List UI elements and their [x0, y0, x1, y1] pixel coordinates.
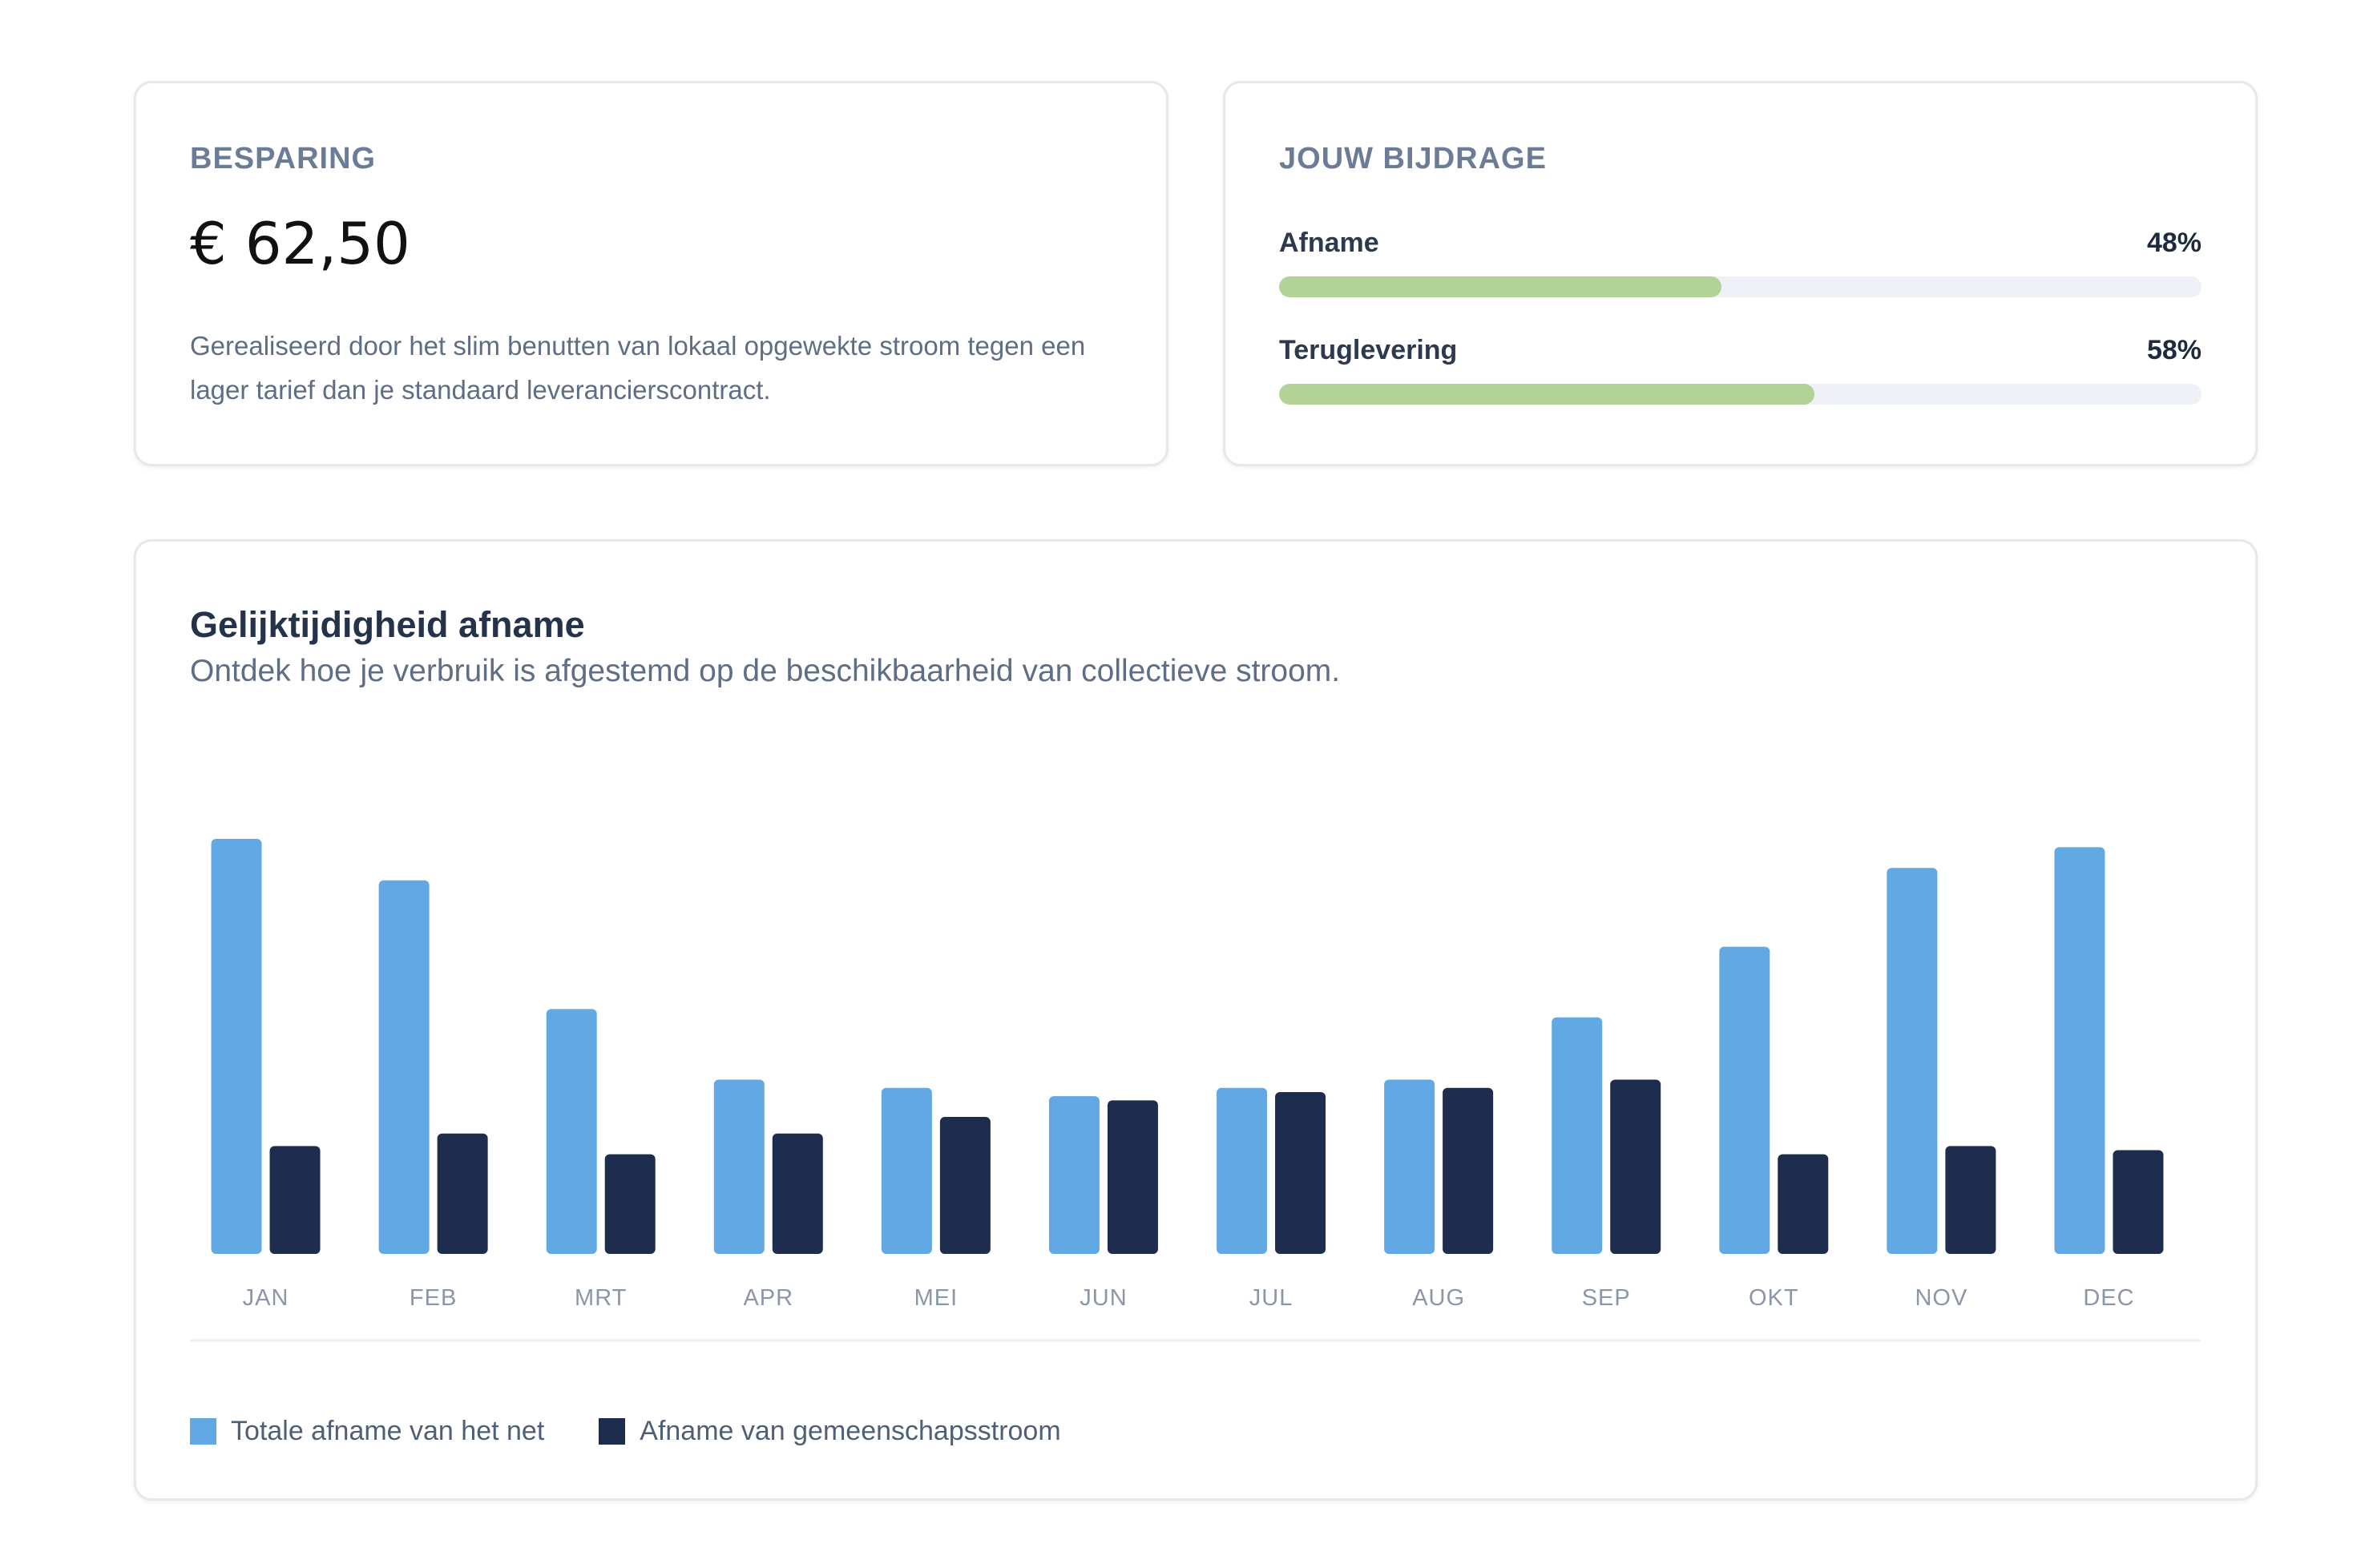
teruglevering-progress-track: [1279, 384, 2202, 405]
teruglevering-label: Teruglevering: [1279, 335, 1458, 365]
savings-label: BESPARING: [190, 142, 377, 175]
bar-chart: JAN FEB MRT APR MEI JUN JUL AUG SEP OKT NOV DEC: [190, 839, 2201, 1342]
bar-nov-total: [1887, 868, 1938, 1254]
bar-jan-community: [269, 1146, 321, 1254]
x-tick-label-jun: JUN: [1080, 1285, 1127, 1311]
afname-progress-fill: [1279, 276, 1722, 297]
legend-swatch-total: [190, 1418, 216, 1445]
x-tick-label-mrt: MRT: [575, 1285, 627, 1311]
legend-label-community: Afname van gemeenschapsstroom: [640, 1416, 1061, 1446]
legend-swatch-community: [599, 1418, 626, 1445]
bar-jul-community: [1275, 1091, 1326, 1254]
x-tick-label-dec: DEC: [2083, 1285, 2134, 1311]
teruglevering-progress-fill: [1279, 384, 1814, 405]
bar-feb-community: [437, 1133, 488, 1254]
bar-sep-community: [1610, 1079, 1661, 1254]
bar-apr-total: [713, 1079, 765, 1254]
x-tick-label-sep: SEP: [1582, 1285, 1631, 1311]
x-tick-label-apr: APR: [743, 1285, 793, 1311]
bar-okt-total: [1719, 946, 1770, 1254]
bar-sep-total: [1552, 1017, 1603, 1254]
bar-aug-total: [1384, 1079, 1435, 1254]
x-tick-label-okt: OKT: [1749, 1285, 1799, 1311]
x-tick-label-feb: FEB: [410, 1285, 457, 1311]
bar-feb-total: [378, 880, 430, 1254]
bar-mei-total: [881, 1087, 932, 1254]
contribution-card: JOUW BIJDRAGE Afname 48% Teruglevering 5…: [1223, 81, 2258, 466]
afname-label: Afname: [1279, 228, 1379, 258]
contribution-label: JOUW BIJDRAGE: [1279, 142, 1547, 175]
savings-amount: € 62,50: [190, 210, 410, 277]
teruglevering-percent: 58%: [2146, 335, 2202, 365]
x-tick-label-aug: AUG: [1412, 1285, 1465, 1311]
legend-label-total: Totale afname van het net: [231, 1416, 545, 1446]
x-tick-label-jul: JUL: [1249, 1285, 1293, 1311]
bar-nov-community: [1945, 1146, 1996, 1254]
afname-progress-track: [1279, 276, 2202, 297]
bar-mei-community: [939, 1117, 991, 1254]
x-tick-label-mei: MEI: [914, 1285, 958, 1311]
legend-item-total: Totale afname van het net: [190, 1416, 544, 1447]
chart-legend: Totale afname van het net Afname van gem…: [190, 1416, 1116, 1447]
bar-apr-community: [772, 1133, 823, 1254]
x-tick-label-jan: JAN: [243, 1285, 289, 1311]
bar-mrt-total: [546, 1009, 597, 1254]
bar-jan-total: [211, 839, 262, 1254]
afname-percent: 48%: [2146, 228, 2202, 258]
bar-jun-total: [1048, 1096, 1100, 1254]
legend-item-community: Afname van gemeenschapsstroom: [599, 1416, 1061, 1447]
bar-mrt-community: [604, 1154, 656, 1254]
bar-jul-total: [1217, 1087, 1268, 1254]
x-tick-label-nov: NOV: [1915, 1285, 1967, 1311]
bar-dec-total: [2054, 847, 2105, 1254]
savings-card: BESPARING € 62,50 Gerealiseerd door het …: [134, 81, 1168, 466]
bar-aug-community: [1443, 1087, 1494, 1254]
bar-jun-community: [1107, 1100, 1158, 1254]
chart-card: Gelijktijdigheid afname Ontdek hoe je ve…: [134, 539, 2258, 1501]
chart-subtitle: Ontdek hoe je verbruik is afgestemd op d…: [190, 654, 1341, 688]
chart-title: Gelijktijdigheid afname: [190, 604, 585, 645]
savings-description: Gerealiseerd door het slim benutten van …: [190, 331, 1086, 405]
bar-okt-community: [1778, 1154, 1829, 1254]
bar-dec-community: [2113, 1150, 2164, 1254]
